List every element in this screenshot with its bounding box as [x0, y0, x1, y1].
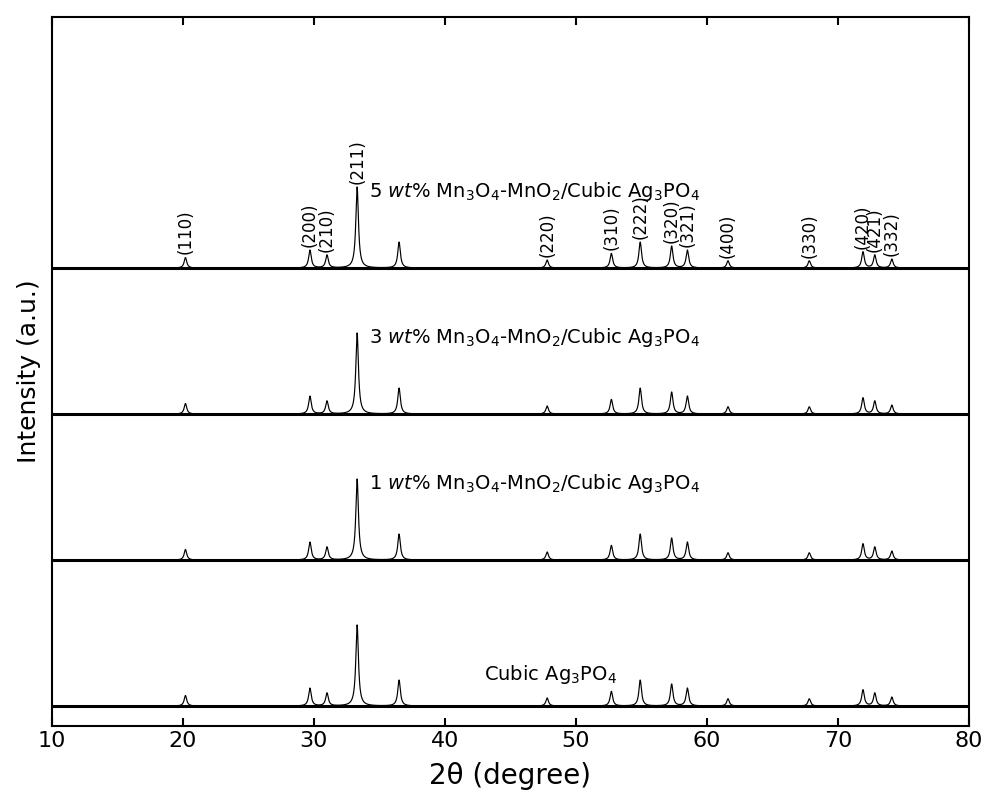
Text: (222): (222)	[631, 194, 649, 239]
Text: (420): (420)	[854, 204, 872, 249]
Text: (211): (211)	[348, 139, 366, 184]
Text: Cubic Ag$_3$PO$_4$: Cubic Ag$_3$PO$_4$	[484, 663, 617, 686]
Text: (320): (320)	[663, 199, 681, 243]
Text: (110): (110)	[176, 210, 194, 254]
Text: $\mathit{5}$ $\mathit{wt}$% Mn$_3$O$_4$-MnO$_2$/Cubic Ag$_3$PO$_4$: $\mathit{5}$ $\mathit{wt}$% Mn$_3$O$_4$-…	[369, 180, 700, 203]
X-axis label: 2θ (degree): 2θ (degree)	[429, 763, 591, 790]
Text: $\mathit{3}$ $\mathit{wt}$% Mn$_3$O$_4$-MnO$_2$/Cubic Ag$_3$PO$_4$: $\mathit{3}$ $\mathit{wt}$% Mn$_3$O$_4$-…	[369, 326, 700, 349]
Text: $\mathit{1}$ $\mathit{wt}$% Mn$_3$O$_4$-MnO$_2$/Cubic Ag$_3$PO$_4$: $\mathit{1}$ $\mathit{wt}$% Mn$_3$O$_4$-…	[369, 472, 700, 495]
Text: (210): (210)	[318, 207, 336, 252]
Text: (220): (220)	[538, 212, 556, 257]
Text: (321): (321)	[678, 203, 696, 247]
Y-axis label: Intensity (a.u.): Intensity (a.u.)	[17, 280, 41, 463]
Text: (421): (421)	[866, 207, 884, 252]
Text: (400): (400)	[719, 213, 737, 257]
Text: (332): (332)	[883, 211, 901, 256]
Text: (200): (200)	[301, 203, 319, 247]
Text: (330): (330)	[800, 213, 818, 257]
Text: (310): (310)	[602, 206, 620, 250]
